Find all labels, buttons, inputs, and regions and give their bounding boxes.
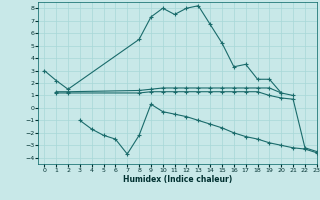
X-axis label: Humidex (Indice chaleur): Humidex (Indice chaleur) <box>123 175 232 184</box>
